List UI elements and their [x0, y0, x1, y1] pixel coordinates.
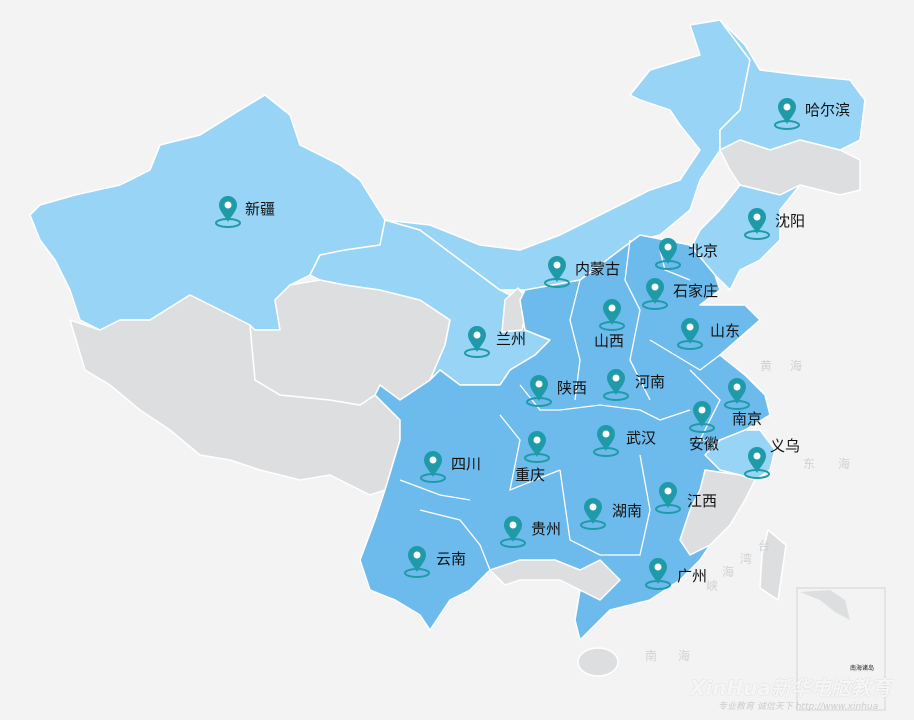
city-label: 云南: [436, 550, 467, 568]
map-pin-icon[interactable]: [677, 318, 703, 350]
sea-label: 台: [758, 539, 771, 553]
inset-label: 南海诸岛: [850, 665, 875, 672]
city-label: 南京: [732, 410, 763, 428]
region-taiwan[interactable]: [759, 529, 787, 601]
watermark-brand: XinHua新华电脑教育: [690, 676, 891, 700]
province-borders: [399, 239, 721, 571]
map-pin-icon[interactable]: [744, 447, 770, 479]
map-pin-icon[interactable]: [655, 238, 681, 270]
region-fujian[interactable]: [679, 469, 756, 556]
city-label: 兰州: [496, 330, 527, 348]
city-label: 山东: [710, 322, 741, 340]
region-guangxi[interactable]: [489, 559, 621, 601]
city-label: 山西: [594, 332, 625, 350]
sea-label: 南: [645, 649, 658, 663]
map-pin-icon[interactable]: [645, 558, 671, 590]
city-label: 内蒙古: [575, 260, 621, 278]
region-liaoning[interactable]: [689, 184, 801, 291]
city-label: 武汉: [626, 429, 657, 447]
map-pin-icon[interactable]: [215, 196, 241, 228]
city-label: 沈阳: [775, 212, 806, 230]
city-label: 河南: [635, 373, 666, 391]
map-pin-icon[interactable]: [724, 378, 750, 410]
city-label: 湖南: [612, 502, 643, 520]
inset-coastline: [800, 590, 850, 620]
city-label: 北京: [688, 242, 719, 260]
sea-label: 海: [790, 359, 803, 373]
map-pin-icon[interactable]: [744, 208, 770, 240]
city-label: 陕西: [557, 379, 588, 397]
city-label: 四川: [451, 455, 482, 473]
city-label: 石家庄: [673, 282, 719, 300]
city-label: 贵州: [531, 520, 562, 538]
map-pin-icon[interactable]: [642, 278, 668, 310]
map-pin-icon[interactable]: [580, 498, 606, 530]
city-label: 重庆: [515, 466, 546, 484]
city-label: 哈尔滨: [805, 101, 851, 119]
map-pin-icon[interactable]: [603, 369, 629, 401]
map-pin-icon[interactable]: [404, 546, 430, 578]
map-pin-icon[interactable]: [544, 256, 570, 288]
sea-label: 海: [678, 649, 691, 663]
map-pin-icon[interactable]: [655, 482, 681, 514]
sea-label: 海: [722, 565, 735, 579]
watermark-slogan: 专业教育 诚信天下 http://www.xinhua: [718, 702, 879, 712]
sea-label: 东: [803, 457, 816, 471]
city-label: 广州: [677, 567, 708, 585]
sea-label: 湾: [740, 552, 753, 566]
map-pin-icon[interactable]: [464, 326, 490, 358]
region-hainan[interactable]: [577, 647, 619, 677]
map-pin-icon[interactable]: [593, 425, 619, 457]
city-label: 江西: [687, 492, 718, 510]
sea-label: 海: [838, 457, 851, 471]
map-pin-icon[interactable]: [774, 98, 800, 130]
map-pin-icon[interactable]: [526, 375, 552, 407]
city-label: 新疆: [245, 200, 276, 218]
map-pin-icon[interactable]: [524, 431, 550, 463]
pins: [215, 98, 800, 590]
map-pin-icon[interactable]: [599, 299, 625, 331]
sea-label: 峡: [706, 579, 719, 593]
map-pin-icon[interactable]: [420, 451, 446, 483]
map-pin-icon[interactable]: [689, 401, 715, 433]
sea-label: 黄: [760, 359, 773, 373]
city-label: 安徽: [689, 435, 720, 453]
map-pin-icon[interactable]: [500, 516, 526, 548]
city-label: 义乌: [770, 437, 801, 455]
